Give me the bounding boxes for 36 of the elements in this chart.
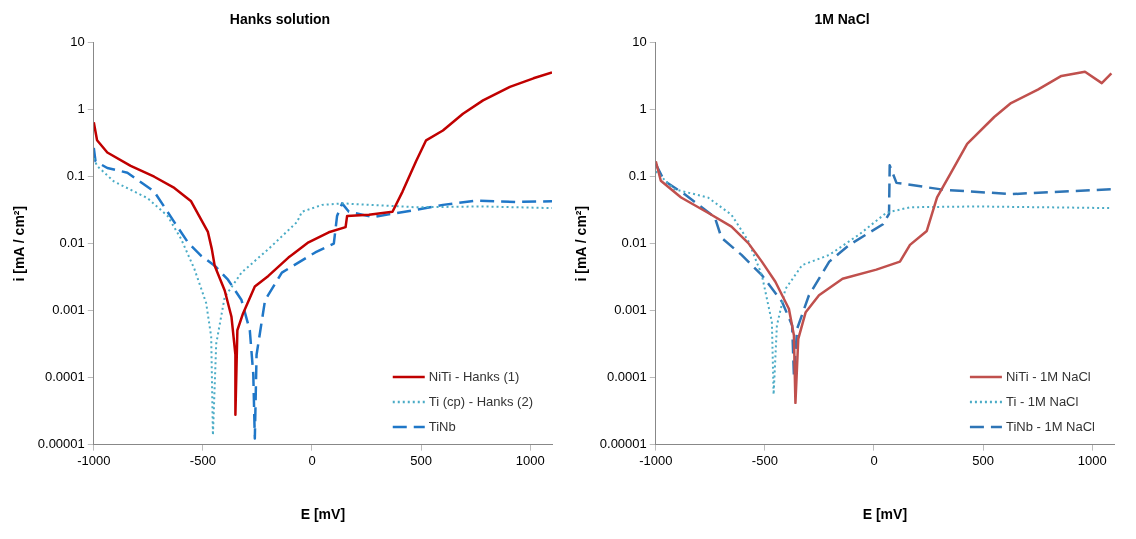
y-tick-label: 0.0001	[45, 369, 85, 385]
chart-title: Hanks solution	[229, 11, 331, 28]
legend-label: NiTi - 1M NaCl	[1005, 368, 1091, 384]
x-axis-title: E [mV]	[300, 506, 346, 523]
x-tick-label: 500	[410, 452, 432, 468]
legend-label: TiNb	[428, 418, 456, 434]
x-tick-label: -500	[751, 452, 778, 468]
chart-title: 1M NaCl	[814, 11, 870, 28]
y-tick-label: 0.01	[59, 235, 85, 251]
y-tick-label: 0.1	[628, 168, 647, 184]
legend-label: NiTi - Hanks (1)	[428, 368, 520, 384]
y-axis-title: i [mA / cm²]	[11, 205, 28, 282]
legend-label: Ti (cp) - Hanks (2)	[428, 393, 533, 409]
x-tick-label: -500	[189, 452, 216, 468]
x-tick-label: 0	[870, 452, 878, 468]
y-tick-label: 10	[632, 34, 647, 50]
y-tick-label: 1	[77, 101, 85, 117]
legend-label: TiNb - 1M NaCl	[1005, 418, 1096, 434]
x-tick-label: 1000	[515, 452, 545, 468]
y-tick-label: 0.01	[621, 235, 647, 251]
y-tick-label: 0.001	[52, 302, 85, 318]
y-tick-label: 0.001	[614, 302, 647, 318]
y-tick-label: 0.1	[66, 168, 85, 184]
x-tick-label: 0	[308, 452, 316, 468]
x-tick-label: -1000	[639, 452, 673, 468]
x-tick-label: 500	[972, 452, 994, 468]
y-tick-label: 1	[639, 101, 647, 117]
y-tick-label: 10	[70, 34, 85, 50]
x-tick-label: 1000	[1077, 452, 1107, 468]
y-tick-label: 0.00001	[37, 436, 85, 452]
x-tick-label: -1000	[77, 452, 111, 468]
y-axis-title: i [mA / cm²]	[573, 205, 590, 282]
x-axis-title: E [mV]	[862, 506, 908, 523]
y-tick-label: 0.00001	[599, 436, 647, 452]
y-tick-label: 0.0001	[607, 369, 647, 385]
legend-label: Ti - 1M NaCl	[1005, 393, 1079, 409]
